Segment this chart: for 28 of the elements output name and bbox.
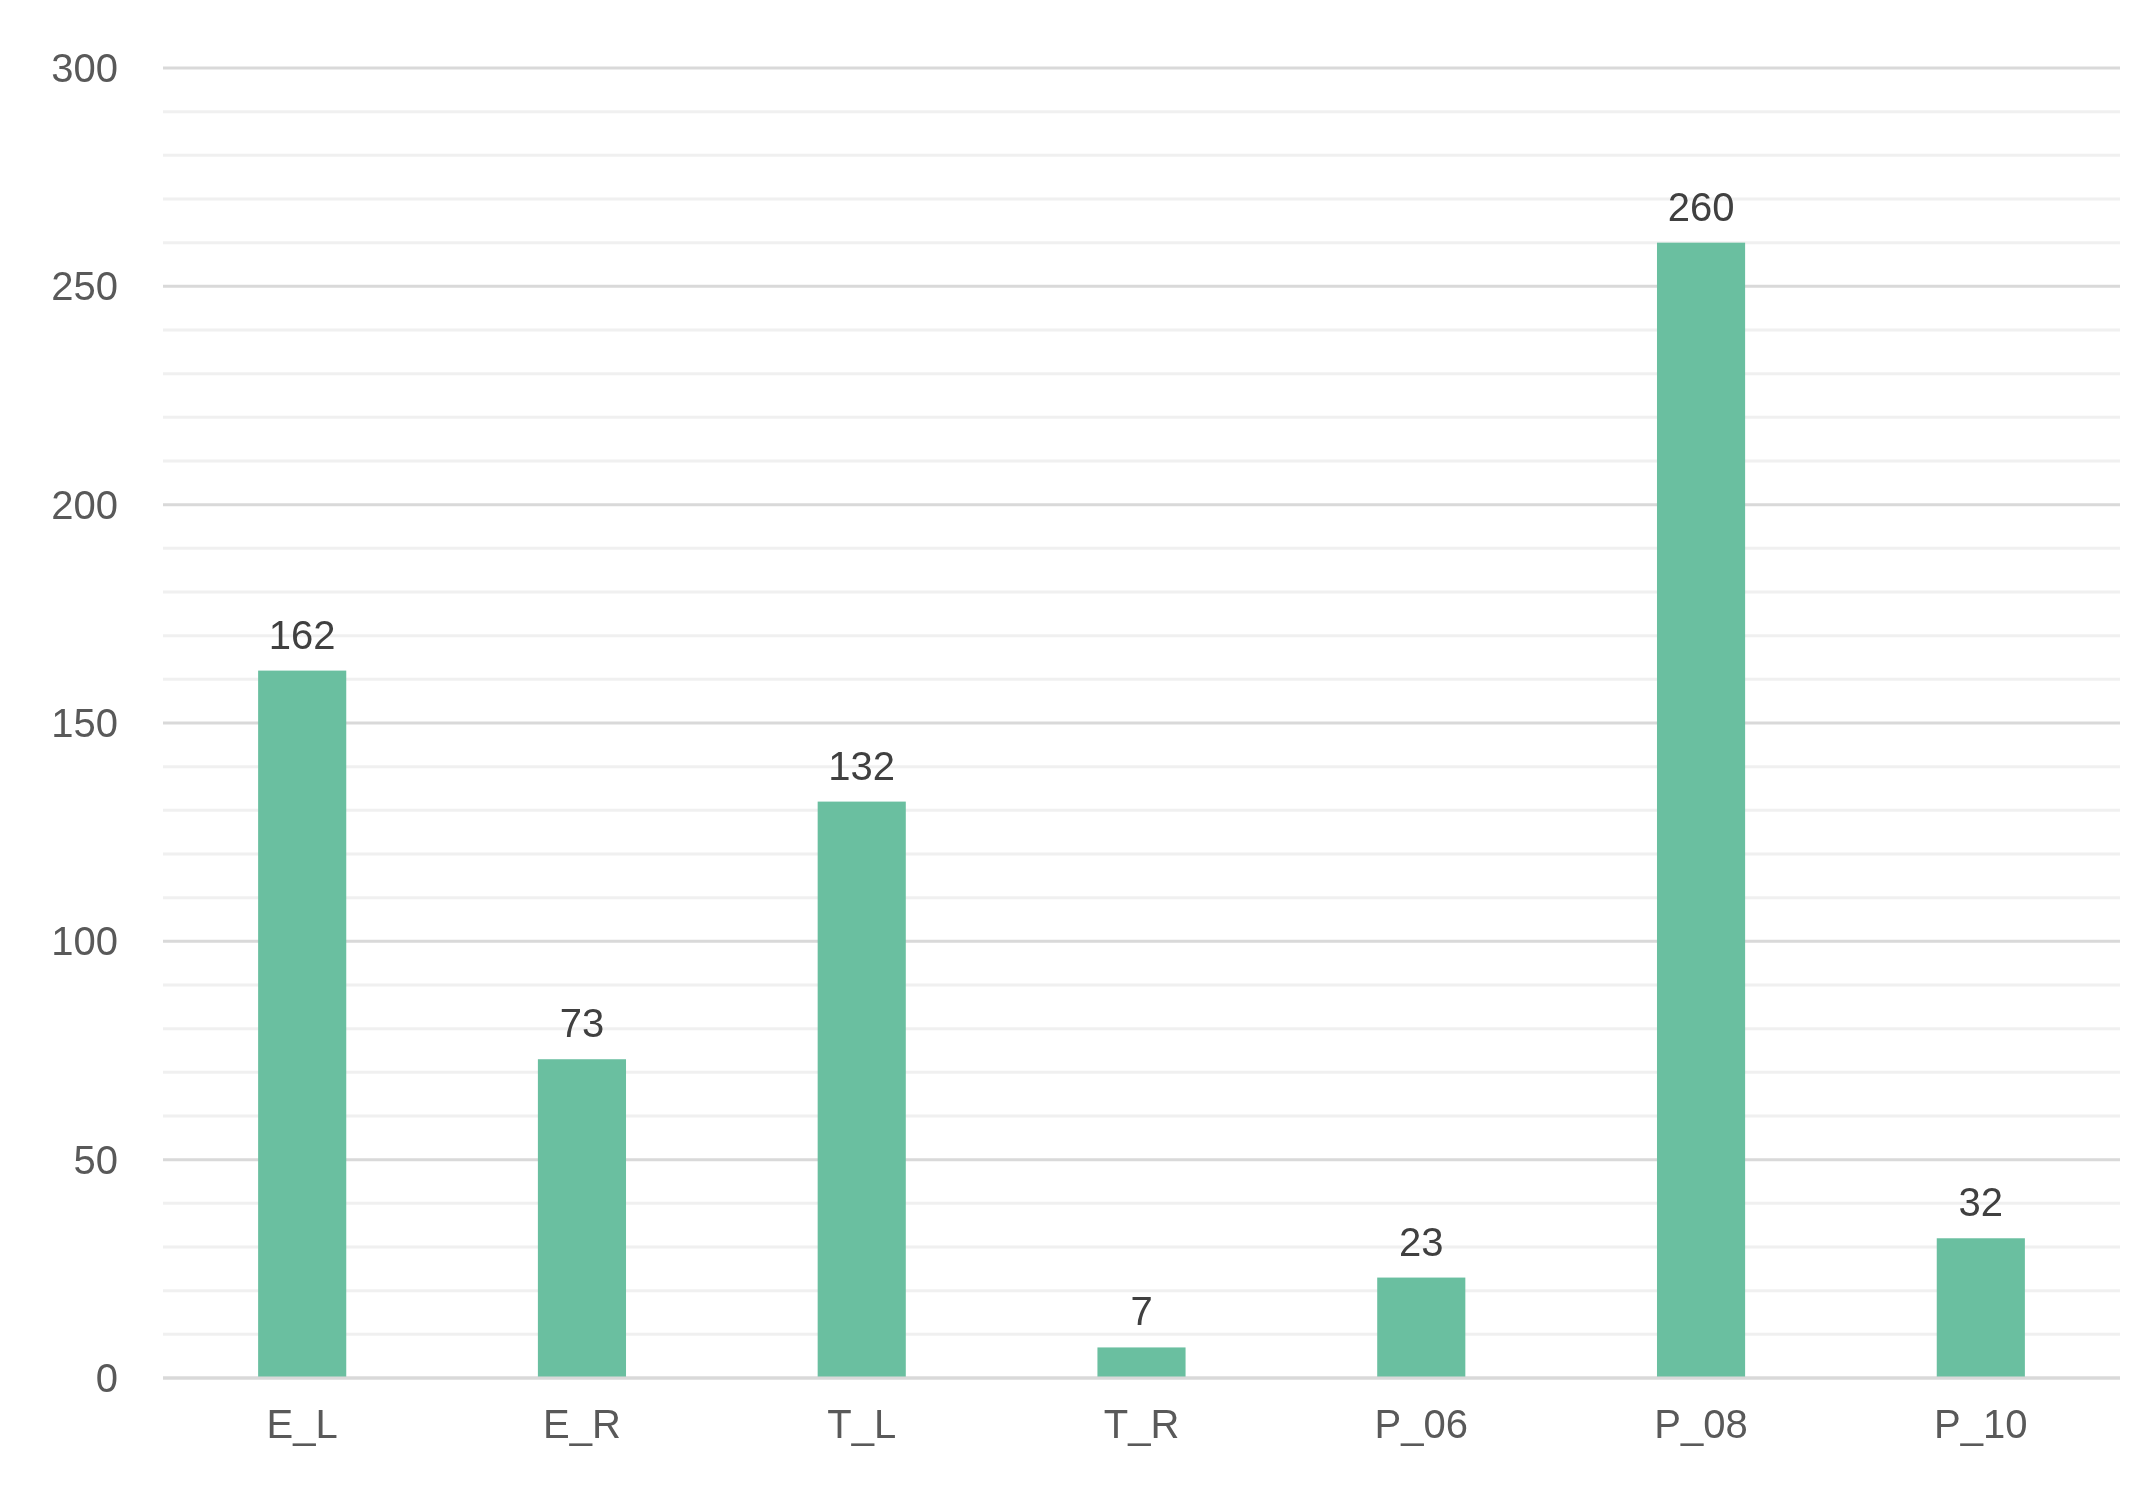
x-tick-label: T_R <box>1103 1402 1180 1446</box>
bar <box>1936 1238 2025 1378</box>
data-label: 162 <box>268 612 336 657</box>
x-tick-label: P_10 <box>1934 1402 2028 1446</box>
y-tick-label: 150 <box>51 701 118 745</box>
y-tick-label: 200 <box>51 482 118 527</box>
bar <box>1377 1277 1466 1378</box>
data-label: 32 <box>1958 1180 2004 1225</box>
y-tick-label: 100 <box>51 919 118 964</box>
data-label: 73 <box>559 1001 605 1046</box>
bar <box>1656 242 1746 1378</box>
data-label: 260 <box>1667 184 1735 229</box>
x-tick-label: E_L <box>266 1402 338 1446</box>
bar <box>1097 1347 1186 1378</box>
y-tick-label: 50 <box>73 1137 118 1182</box>
bar <box>537 1059 627 1378</box>
y-tick-label: 300 <box>51 46 118 90</box>
data-label: 132 <box>828 743 896 788</box>
bar <box>258 670 347 1378</box>
y-tick-label: 250 <box>51 264 118 309</box>
x-tick-label: T_L <box>827 1402 897 1446</box>
data-label: 23 <box>1399 1219 1444 1264</box>
y-tick-label: 0 <box>95 1356 118 1400</box>
data-label: 7 <box>1130 1289 1153 1334</box>
x-tick-label: P_06 <box>1374 1402 1468 1446</box>
x-tick-label: P_08 <box>1654 1402 1748 1446</box>
bar <box>817 801 906 1378</box>
x-tick-label: E_R <box>543 1402 621 1446</box>
